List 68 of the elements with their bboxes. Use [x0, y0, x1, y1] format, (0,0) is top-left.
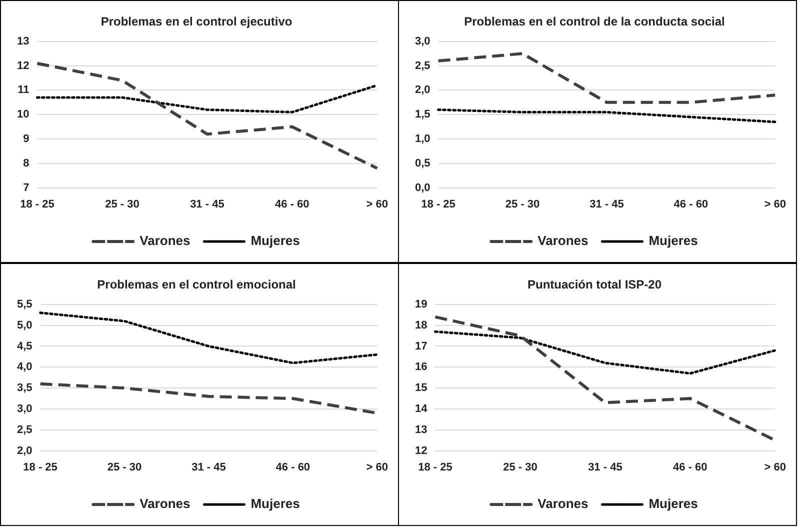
chart-title: Puntuación total ISP-20 — [527, 278, 662, 292]
y-tick-label: 1,0 — [414, 133, 430, 146]
legend-label: Varones — [140, 233, 190, 248]
x-tick-label: 25 - 30 — [505, 198, 540, 210]
x-tick-label: 31 - 45 — [590, 198, 624, 210]
y-tick-label: 8 — [23, 157, 30, 170]
chart-title: Problemas en el control de la conducta social — [464, 14, 725, 29]
line-series — [436, 52, 777, 104]
y-tick-label: 3,0 — [16, 403, 32, 416]
line-series — [434, 330, 776, 375]
legend-label: Varones — [140, 496, 190, 512]
y-tick-label: 4,0 — [16, 361, 32, 374]
x-tick-label: 18 - 25 — [418, 461, 452, 474]
y-tick-label: 15 — [414, 382, 428, 394]
y-tick-label: 17 — [414, 340, 428, 352]
y-tick-label: 13 — [414, 424, 428, 436]
legend-label: Varones — [538, 233, 588, 248]
y-tick-label: 9 — [23, 133, 30, 146]
y-tick-label: 5,0 — [16, 319, 32, 332]
x-tick-label: 46 - 60 — [275, 198, 310, 210]
x-tick-label: 46 - 60 — [276, 461, 310, 474]
y-tick-label: 2,5 — [414, 60, 430, 72]
y-tick-label: 3,0 — [414, 35, 430, 48]
y-tick-label: 4,5 — [16, 340, 32, 352]
y-tick-label: 10 — [16, 108, 30, 121]
y-tick-label: 5,5 — [16, 298, 32, 310]
x-tick-label: > 60 — [764, 461, 786, 474]
chart-title: Problemas en el control emocional — [97, 278, 296, 292]
y-tick-label: 7 — [23, 182, 30, 194]
legend-label: Mujeres — [648, 496, 698, 512]
chart-title: Problemas en el control ejecutivo — [100, 14, 292, 29]
y-tick-label: 18 — [414, 319, 428, 332]
legend-label: Mujeres — [648, 233, 698, 248]
y-tick-label: 16 — [414, 361, 428, 374]
x-tick-label: 46 - 60 — [674, 198, 708, 210]
x-tick-label: 25 - 30 — [107, 461, 142, 474]
y-tick-label: 12 — [414, 444, 428, 457]
x-tick-label: > 60 — [366, 461, 388, 474]
x-tick-label: 31 - 45 — [588, 461, 622, 474]
y-tick-label: 2,5 — [16, 424, 32, 436]
y-tick-label: 12 — [16, 60, 30, 72]
y-tick-label: 2,0 — [414, 84, 430, 96]
x-tick-label: 31 - 45 — [192, 461, 226, 474]
y-tick-label: 3,5 — [16, 382, 32, 394]
y-tick-label: 0,5 — [414, 157, 430, 170]
y-tick-label: 11 — [18, 84, 30, 96]
line-series — [36, 84, 378, 114]
x-tick-label: 31 - 45 — [190, 198, 224, 210]
line-series — [437, 108, 776, 124]
x-tick-label: > 60 — [366, 198, 388, 210]
line-series — [36, 62, 379, 170]
y-tick-label: 14 — [414, 403, 428, 416]
y-tick-label: 2,0 — [16, 444, 32, 457]
legend-label: Mujeres — [250, 233, 300, 248]
x-tick-label: 25 - 30 — [105, 198, 140, 210]
y-tick-label: 19 — [414, 298, 428, 310]
x-tick-label: 18 - 25 — [20, 198, 54, 210]
line-series — [39, 312, 378, 364]
legend-label: Mujeres — [250, 496, 300, 512]
y-tick-label: 13 — [16, 35, 30, 48]
x-tick-label: 46 - 60 — [673, 461, 708, 474]
y-tick-label: 0,0 — [414, 182, 430, 194]
y-tick-label: 1,5 — [414, 108, 430, 121]
x-tick-label: 18 - 25 — [421, 198, 456, 210]
x-tick-label: > 60 — [764, 198, 786, 210]
x-tick-label: 25 - 30 — [503, 461, 538, 474]
legend-label: Varones — [538, 496, 588, 512]
x-tick-label: 18 - 25 — [23, 461, 58, 474]
